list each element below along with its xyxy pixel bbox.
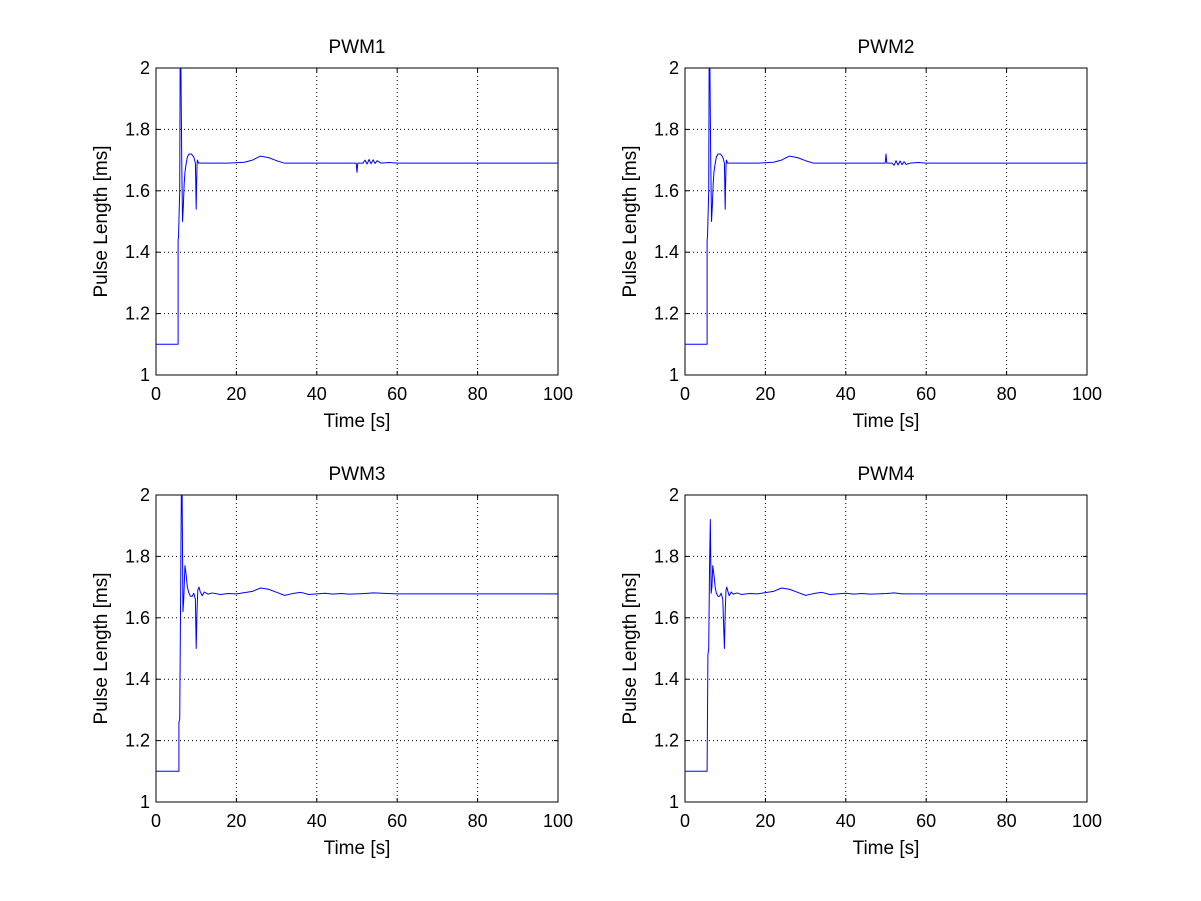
x-tick-label: 0: [680, 384, 690, 404]
y-tick-label: 1.6: [125, 181, 150, 201]
x-tick-label: 100: [1072, 384, 1102, 404]
subplot-title: PWM2: [858, 37, 915, 58]
x-tick-label: 60: [916, 811, 936, 831]
y-tick-label: 1.8: [654, 119, 679, 139]
y-tick-label: 2: [669, 485, 679, 505]
x-tick-label: 80: [997, 811, 1017, 831]
x-tick-label: 80: [468, 811, 488, 831]
series-line: [156, 68, 558, 345]
y-tick-label: 1: [140, 792, 150, 812]
x-tick-label: 80: [997, 384, 1017, 404]
subplot-1: 0 20 40 60 80 100 1 1.2 1.4 1.6 1.8 2 PWM1 Time [s] Pu…: [91, 37, 573, 432]
x-tick-label: 40: [307, 811, 327, 831]
x-tick-label: 80: [468, 384, 488, 404]
y-axis-label: Pulse Length [ms]: [91, 145, 112, 297]
y-tick-label: 1.2: [125, 731, 150, 751]
x-tick-label: 100: [543, 811, 573, 831]
y-tick-label: 1: [669, 792, 679, 812]
x-tick-label: 100: [1072, 811, 1102, 831]
subplot-title: PWM3: [329, 464, 386, 485]
x-tick-label: 20: [226, 384, 246, 404]
y-tick-label: 1: [669, 365, 679, 385]
x-tick-label: 60: [387, 384, 407, 404]
x-axis-label: Time [s]: [324, 838, 391, 859]
y-axis-label: Pulse Length [ms]: [620, 145, 641, 297]
x-tick-label: 0: [680, 811, 690, 831]
y-tick-label: 1.4: [654, 669, 679, 689]
y-tick-label: 1.4: [654, 242, 679, 262]
series-line: [685, 68, 1087, 345]
subplot-title: PWM4: [858, 464, 915, 485]
x-tick-label: 40: [836, 384, 856, 404]
series-line: [685, 519, 1087, 772]
y-tick-label: 1.2: [654, 731, 679, 751]
y-axis-label: Pulse Length [ms]: [620, 572, 641, 724]
x-tick-label: 20: [755, 811, 775, 831]
x-tick-label: 60: [916, 384, 936, 404]
y-tick-label: 2: [140, 485, 150, 505]
subplot-4: 0 20 40 60 80 100 1 1.2 1.4 1.6 1.8 2 PWM4 Time [s] Pu…: [620, 464, 1102, 859]
plot-area: [684, 494, 1088, 803]
y-tick-label: 1.8: [125, 546, 150, 566]
x-tick-label: 40: [836, 811, 856, 831]
x-tick-label: 0: [151, 811, 161, 831]
subplot-2: 0 20 40 60 80 100 1 1.2 1.4 1.6 1.8 2 PWM2 Time [s] Pu…: [620, 37, 1102, 432]
series-line: [156, 495, 558, 772]
x-axis-label: Time [s]: [853, 838, 920, 859]
y-axis-label: Pulse Length [ms]: [91, 572, 112, 724]
y-tick-label: 1.4: [125, 242, 150, 262]
y-tick-label: 1.8: [125, 119, 150, 139]
y-tick-label: 1.6: [125, 608, 150, 628]
y-tick-label: 1.2: [654, 304, 679, 324]
y-tick-label: 1.2: [125, 304, 150, 324]
y-tick-label: 1.8: [654, 546, 679, 566]
x-axis-label: Time [s]: [324, 411, 391, 432]
y-tick-label: 1.6: [654, 608, 679, 628]
x-axis-label: Time [s]: [853, 411, 920, 432]
plot-area: [155, 494, 559, 803]
subplot-3: 0 20 40 60 80 100 1 1.2 1.4 1.6 1.8 2 PWM3 Time [s] Pu…: [91, 464, 573, 859]
x-tick-label: 20: [226, 811, 246, 831]
x-tick-label: 20: [755, 384, 775, 404]
y-tick-label: 2: [140, 58, 150, 78]
y-tick-label: 1.4: [125, 669, 150, 689]
x-tick-label: 60: [387, 811, 407, 831]
y-tick-label: 2: [669, 58, 679, 78]
y-tick-label: 1: [140, 365, 150, 385]
x-tick-label: 40: [307, 384, 327, 404]
subplot-title: PWM1: [329, 37, 386, 58]
plot-area: [155, 67, 559, 376]
x-tick-label: 0: [151, 384, 161, 404]
plot-area: [684, 67, 1088, 376]
y-tick-label: 1.6: [654, 181, 679, 201]
x-tick-label: 100: [543, 384, 573, 404]
